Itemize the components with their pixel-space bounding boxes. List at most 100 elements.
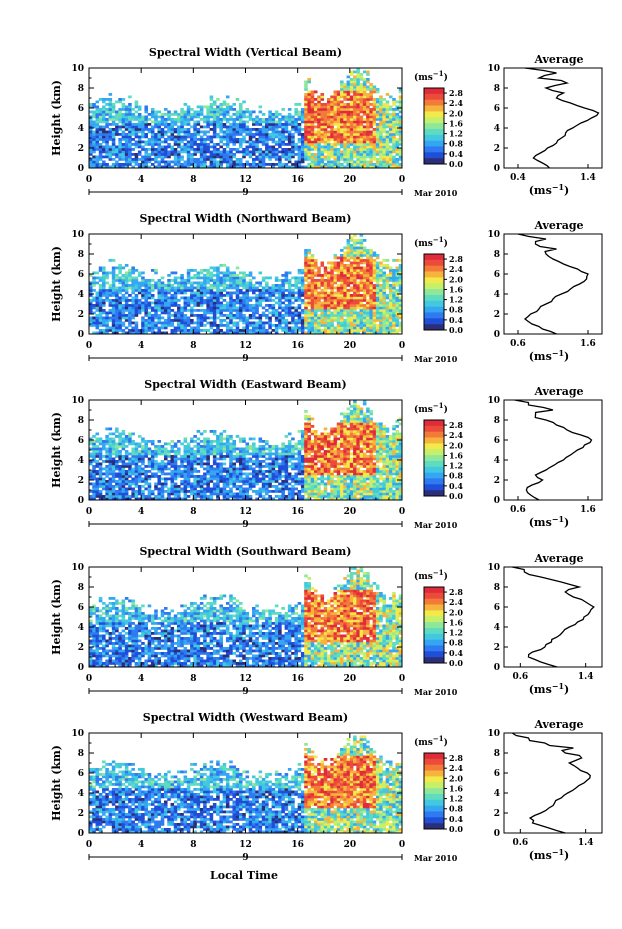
y-tick-label: 4 [78, 290, 84, 300]
profile-y-tick-label: 6 [494, 769, 500, 779]
colorbar-tick-label: 1.2 [449, 628, 463, 638]
colorbar-segment [424, 793, 444, 801]
y-tick-label: 2 [78, 809, 84, 819]
panel-4: Spectral Width (Southward Beam)0 4 8 12 16 20… [50, 545, 603, 697]
day-label: 9 [242, 188, 248, 198]
profile-x-tick-label: 1.6 [580, 339, 596, 349]
profile-y-tick-label: 4 [494, 290, 500, 300]
profile-y-tick-label: 10 [487, 230, 500, 240]
profile-y-tick-label: 0 [494, 164, 500, 174]
colorbar-tick-label: 0.4 [449, 481, 463, 491]
colorbar-segment [424, 158, 444, 165]
date-label: Mar 2010 [414, 354, 458, 364]
profile-x-tick-label: 0.6 [510, 505, 526, 515]
colorbar-segment [424, 587, 444, 594]
colorbar-tick-label: 2.8 [449, 587, 463, 597]
y-tick-label: 4 [78, 456, 84, 466]
day-label: 9 [242, 853, 248, 863]
heatmap-cells [89, 68, 403, 169]
colorbar-unit: (ms−1) [414, 568, 448, 582]
x-tick-label: 16 [291, 507, 304, 517]
colorbar-tick-label: 0.8 [449, 804, 463, 814]
profile-y-tick-label: 2 [494, 643, 500, 653]
colorbar-frame [423, 586, 445, 664]
panel-title: Spectral Width (Eastward Beam) [144, 378, 346, 391]
y-axis-label: Height (km) [50, 80, 63, 156]
profile-x-label: (ms−1) [529, 681, 570, 696]
profile-line [514, 399, 593, 501]
colorbar-tick-label: 0.4 [449, 315, 463, 325]
profile-y-tick-label: 8 [494, 416, 500, 426]
profile-y-tick-label: 0 [494, 330, 500, 340]
colorbar-frame [423, 87, 445, 165]
colorbar-segment [424, 289, 444, 296]
x-tick-label: 0 [399, 674, 405, 684]
colorbar-tick-label: 0.8 [449, 471, 463, 481]
x-tick-label: 16 [291, 341, 304, 351]
colorbar-segment [424, 770, 444, 777]
profile-y-tick-label: 2 [494, 809, 500, 819]
heatmap-cells [89, 567, 403, 668]
colorbar-tick-label: 1.6 [449, 284, 463, 294]
y-tick-label: 8 [78, 84, 84, 94]
heatmap-cells [89, 400, 403, 501]
colorbar-segment [424, 616, 444, 623]
colorbar-tick-label: 0.4 [449, 814, 463, 824]
x-tick-label: 4 [138, 674, 144, 684]
colorbar-segment [424, 254, 444, 261]
profile-frame [503, 233, 603, 335]
average-profile: Average 0 2 4 6 8 10 0.6 1.6 (ms−1) [487, 219, 603, 363]
average-profile: Average 0 2 4 6 8 10 0.4 1.4 (ms−1) [487, 53, 603, 197]
profile-y-tick-label: 6 [494, 104, 500, 114]
profile-y-tick-label: 2 [494, 476, 500, 486]
x-tick-label: 12 [239, 175, 252, 185]
y-tick-label: 6 [78, 104, 84, 114]
colorbar-tick-label: 1.2 [449, 794, 463, 804]
colorbar-segment [424, 140, 444, 147]
x-tick-label: 0 [86, 341, 92, 351]
profile-x-label: (ms−1) [529, 348, 570, 363]
x-tick-label: 0 [86, 840, 92, 850]
colorbar-segment [424, 753, 444, 760]
y-tick-label: 6 [78, 436, 84, 446]
colorbar-segment [424, 111, 444, 118]
date-label: Mar 2010 [414, 520, 458, 530]
colorbar-segment [424, 799, 444, 806]
colorbar-tick-label: 1.6 [449, 450, 463, 460]
colorbar-segment [424, 598, 444, 605]
colorbar-tick-label: 0.0 [449, 159, 463, 169]
colorbar: 2.82.42.01.61.20.80.40.0 [423, 419, 463, 501]
average-profile: Average 0 2 4 6 8 10 0.6 1.4 (ms−1) [487, 718, 603, 862]
colorbar-segment [424, 431, 444, 438]
profile-y-tick-label: 0 [494, 663, 500, 673]
colorbar-segment [424, 460, 444, 468]
y-tick-label: 8 [78, 416, 84, 426]
profile-x-tick-label: 1.6 [580, 505, 596, 515]
colorbar-frame [423, 253, 445, 331]
colorbar-segment [424, 592, 444, 599]
colorbar-segment [424, 105, 444, 112]
profile-title: Average [533, 385, 583, 398]
y-tick-label: 10 [71, 396, 84, 406]
profile-x-tick-label: 1.4 [578, 672, 594, 682]
colorbar-segment [424, 134, 444, 141]
panel-1: Spectral Width (Vertical Beam)0 4 8 12 16 20 0… [50, 46, 603, 198]
colorbar-tick-label: 2.4 [449, 597, 463, 607]
colorbar-segment [424, 627, 444, 635]
colorbar-segment [424, 805, 444, 812]
x-tick-label: 20 [344, 507, 357, 517]
profile-y-tick-label: 2 [494, 310, 500, 320]
x-tick-label: 16 [291, 674, 304, 684]
colorbar-tick-label: 2.4 [449, 264, 463, 274]
colorbar-tick-label: 2.4 [449, 430, 463, 440]
colorbar-tick-label: 0.0 [449, 325, 463, 335]
y-axis-label: Height (km) [50, 745, 63, 821]
colorbar-segment [424, 425, 444, 432]
colorbar-segment [424, 318, 444, 325]
x-tick-label: 0 [86, 507, 92, 517]
colorbar: 2.82.42.01.61.20.80.40.0 [423, 586, 463, 668]
panel-title: Spectral Width (Westward Beam) [143, 711, 348, 724]
y-tick-label: 10 [71, 563, 84, 573]
colorbar-segment [424, 466, 444, 473]
colorbar-tick-label: 2.8 [449, 88, 463, 98]
